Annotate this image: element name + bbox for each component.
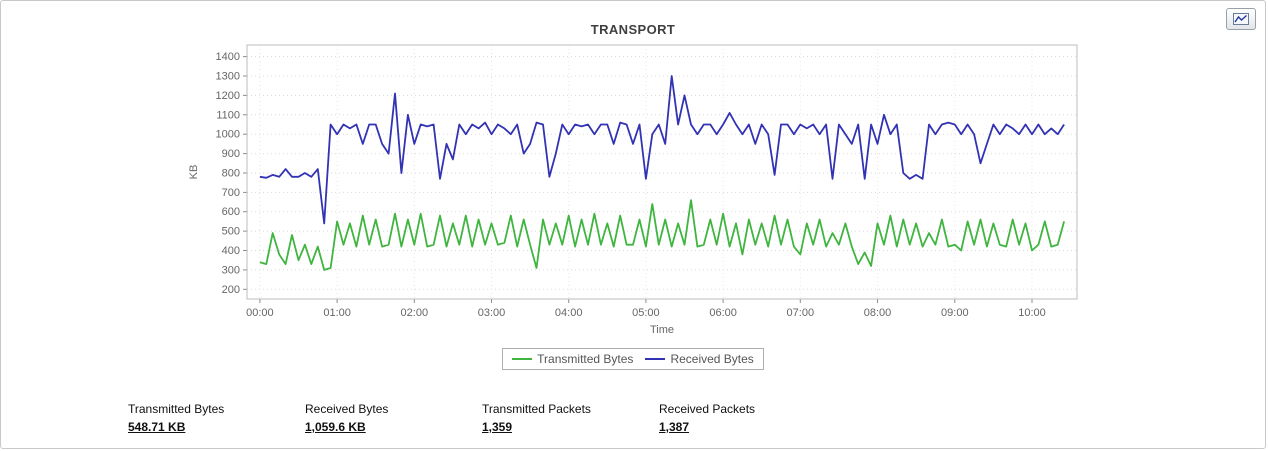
- svg-text:10:00: 10:00: [1018, 307, 1046, 319]
- svg-text:400: 400: [222, 245, 240, 257]
- svg-text:Time: Time: [650, 324, 674, 336]
- svg-text:05:00: 05:00: [632, 307, 660, 319]
- svg-text:1000: 1000: [216, 129, 240, 141]
- svg-text:600: 600: [222, 206, 240, 218]
- page-title: TRANSPORT: [590, 22, 676, 37]
- svg-text:1200: 1200: [216, 90, 240, 102]
- legend-box: Transmitted Bytes Received Bytes: [502, 348, 764, 370]
- svg-text:500: 500: [222, 226, 240, 238]
- legend-label: Received Bytes: [670, 352, 754, 366]
- chart-legend: Transmitted Bytes Received Bytes: [1, 348, 1265, 370]
- transport-chart-svg: 200 300 400 500 600 700 800 900 1000 1100 1200 1300…: [188, 44, 1078, 336]
- stat-transmitted-packets: Transmitted Packets 1,359: [482, 402, 659, 434]
- stat-received-bytes: Received Bytes 1,059.6 KB: [305, 402, 482, 434]
- stat-label: Received Packets: [659, 402, 756, 416]
- stat-received-packets: Received Packets 1,387: [659, 402, 836, 434]
- svg-text:08:00: 08:00: [864, 307, 892, 319]
- svg-text:07:00: 07:00: [787, 307, 815, 319]
- stat-value-link[interactable]: 1,059.6 KB: [305, 420, 366, 434]
- svg-text:KB: KB: [188, 165, 200, 180]
- stat-label: Transmitted Packets: [482, 402, 591, 416]
- svg-text:01:00: 01:00: [323, 307, 351, 319]
- svg-text:1400: 1400: [216, 51, 240, 63]
- legend-item-received-bytes[interactable]: Received Bytes: [645, 352, 754, 366]
- svg-text:06:00: 06:00: [709, 307, 737, 319]
- svg-text:1100: 1100: [216, 109, 240, 121]
- line-chart-icon: [1233, 13, 1249, 25]
- svg-text:700: 700: [222, 187, 240, 199]
- svg-text:300: 300: [222, 264, 240, 276]
- received-series-line-icon: [645, 358, 666, 360]
- svg-text:00:00: 00:00: [246, 307, 274, 319]
- svg-text:1300: 1300: [216, 71, 240, 83]
- legend-label: Transmitted Bytes: [537, 352, 634, 366]
- stat-label: Received Bytes: [305, 402, 389, 416]
- svg-text:03:00: 03:00: [478, 307, 506, 319]
- stat-value-link[interactable]: 1,359: [482, 420, 513, 434]
- stat-transmitted-bytes: Transmitted Bytes 548.71 KB: [128, 402, 305, 434]
- svg-text:200: 200: [222, 284, 240, 296]
- legend-item-transmitted-bytes[interactable]: Transmitted Bytes: [512, 352, 633, 366]
- summary-stats: Transmitted Bytes 548.71 KB Received Byt…: [1, 402, 1265, 434]
- svg-text:04:00: 04:00: [555, 307, 583, 319]
- stat-value-link[interactable]: 548.71 KB: [128, 420, 186, 434]
- svg-text:09:00: 09:00: [941, 307, 969, 319]
- stat-label: Transmitted Bytes: [128, 402, 225, 416]
- stat-value-link[interactable]: 1,387: [659, 420, 690, 434]
- chart-area: 200 300 400 500 600 700 800 900 1000 1100 1200 1300…: [1, 39, 1265, 344]
- svg-text:900: 900: [222, 148, 240, 160]
- svg-text:800: 800: [222, 168, 240, 180]
- chart-action-button[interactable]: [1226, 8, 1256, 30]
- transmitted-series-line-icon: [512, 358, 533, 360]
- svg-text:02:00: 02:00: [401, 307, 429, 319]
